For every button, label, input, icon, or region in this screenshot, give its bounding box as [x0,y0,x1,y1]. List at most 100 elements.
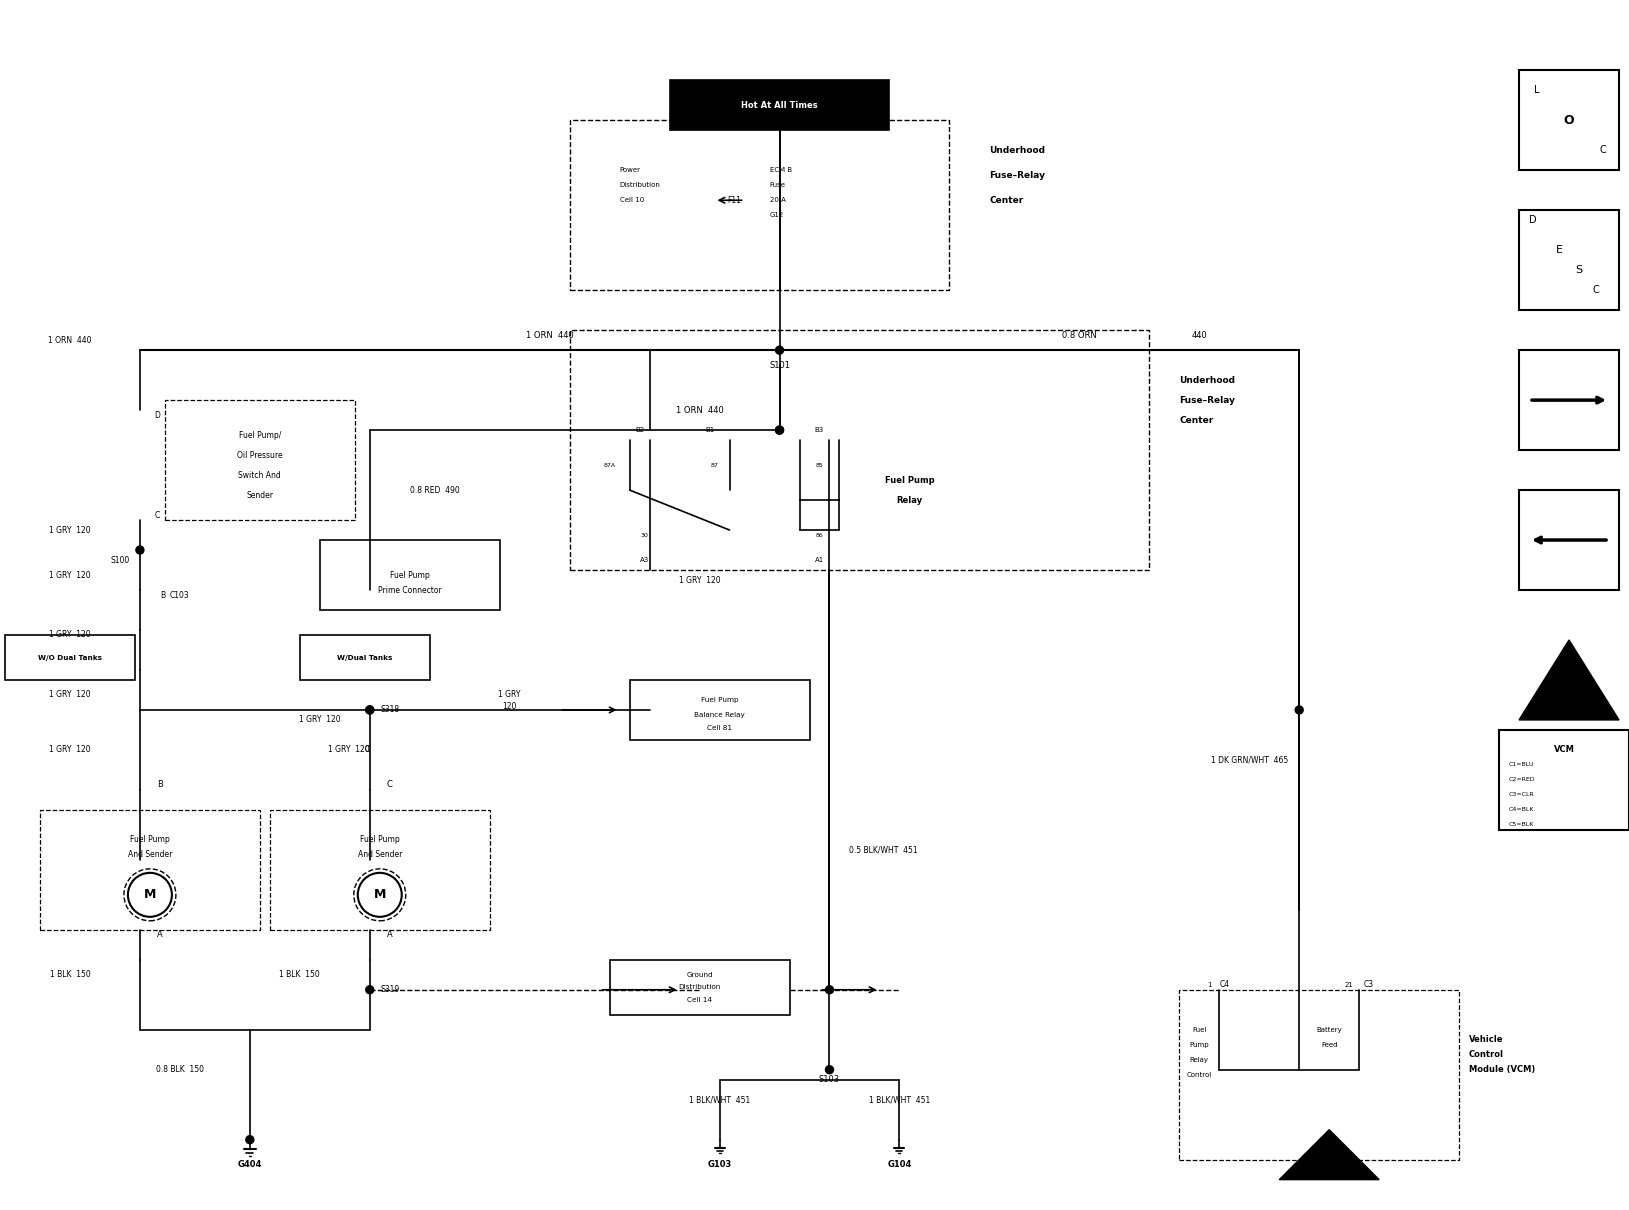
Text: Distribution: Distribution [678,984,720,990]
Text: 120: 120 [502,703,516,711]
Text: 1: 1 [1207,981,1212,987]
Text: Fuel Pump: Fuel Pump [389,571,430,580]
Text: 0.5 BLK/WHT  451: 0.5 BLK/WHT 451 [849,846,919,854]
Circle shape [367,986,373,993]
Text: 1 GRY  120: 1 GRY 120 [49,571,91,580]
Text: D: D [1530,215,1536,225]
Text: W/O Dual Tanks: W/O Dual Tanks [37,655,103,661]
Text: W/Dual Tanks: W/Dual Tanks [337,655,393,661]
Text: Relay: Relay [896,496,922,505]
Bar [1499,730,1629,830]
Text: C: C [386,780,393,789]
Text: Battery: Battery [1316,1027,1342,1033]
Bar [1520,211,1619,310]
Text: And Sender: And Sender [127,851,173,859]
Text: O: O [1564,114,1574,127]
Text: Hot At All Times: Hot At All Times [741,100,818,110]
Text: 87: 87 [710,462,718,467]
Text: S318: S318 [380,705,399,714]
Text: 1 GRY  120: 1 GRY 120 [49,745,91,754]
Circle shape [1295,705,1303,714]
Text: 86: 86 [816,532,823,537]
Text: 1 GRY  120: 1 GRY 120 [679,576,720,584]
Circle shape [775,426,784,434]
Bar [1535,680,1605,715]
Text: Cell 81: Cell 81 [707,725,731,731]
Bar [300,635,430,680]
Text: 0.8 RED  490: 0.8 RED 490 [411,485,459,495]
Text: OBD I: OBD I [1559,695,1579,699]
Text: Cell 14: Cell 14 [687,997,712,1003]
Text: Pump: Pump [1189,1042,1209,1048]
Text: Control: Control [1186,1072,1212,1078]
Bar [570,120,950,290]
Text: 1 DK GRN/WHT  465: 1 DK GRN/WHT 465 [1210,755,1289,765]
Text: B: B [160,590,165,599]
Text: Fuel Pump: Fuel Pump [130,835,169,845]
Text: Ground: Ground [686,972,714,978]
Circle shape [246,1136,254,1143]
Text: Underhood: Underhood [989,145,1046,155]
Text: And Sender: And Sender [358,851,402,859]
Text: Balance Relay: Balance Relay [694,711,744,718]
Text: 30: 30 [640,532,648,537]
Bar [41,809,261,929]
Text: Fuse–Relay: Fuse–Relay [1179,396,1235,404]
Text: Relay: Relay [1189,1056,1209,1062]
Text: C: C [365,745,370,754]
Text: L: L [1535,86,1539,96]
Text: S101: S101 [769,361,790,369]
Text: S100: S100 [111,555,130,565]
Text: 1 BLK/WHT  451: 1 BLK/WHT 451 [689,1095,751,1105]
Text: 440: 440 [1191,330,1207,340]
Polygon shape [1279,1130,1380,1180]
Text: B1: B1 [705,427,714,433]
Text: Vehicle: Vehicle [1469,1036,1504,1044]
Bar [670,80,889,131]
Text: S103: S103 [819,1076,841,1084]
Text: D: D [155,410,160,420]
Circle shape [826,986,834,993]
Text: Fuel: Fuel [1192,1027,1207,1033]
Text: C4=BLK: C4=BLK [1508,807,1535,812]
Text: Oil Pressure: Oil Pressure [238,450,283,460]
Text: G103: G103 [707,1160,731,1169]
Text: S: S [1575,265,1583,275]
Bar [165,401,355,520]
Text: Prime Connector: Prime Connector [378,586,441,594]
Text: ECM B: ECM B [769,167,792,173]
Text: Fuel Pump: Fuel Pump [360,835,399,845]
Circle shape [826,1066,834,1073]
Text: A1: A1 [814,557,824,563]
Text: M: M [143,888,156,901]
Text: B2: B2 [635,427,643,433]
Text: Cell 10: Cell 10 [619,197,643,203]
Circle shape [135,546,143,554]
Text: 1 GRY  120: 1 GRY 120 [49,630,91,639]
Text: Switch And: Switch And [238,471,282,479]
Text: C: C [1600,145,1606,155]
Bar [270,809,490,929]
Text: Fuse: Fuse [769,183,785,189]
Text: Module (VCM): Module (VCM) [1469,1065,1536,1074]
Bar [609,960,790,1015]
Text: A: A [386,930,393,939]
Text: Control: Control [1469,1050,1504,1059]
Text: B: B [156,780,163,789]
Text: Center: Center [1179,415,1214,425]
Text: VCM: VCM [1554,745,1575,754]
Text: 1 GRY  120: 1 GRY 120 [327,745,370,754]
Text: G104: G104 [888,1160,912,1169]
Text: A3: A3 [640,557,650,563]
Text: C: C [155,511,160,519]
Text: C1=BLU: C1=BLU [1508,762,1535,767]
Circle shape [775,426,784,434]
Text: C4: C4 [1218,980,1230,990]
Text: Underhood: Underhood [1179,375,1235,385]
Text: C103: C103 [169,590,189,599]
Text: E: E [1556,246,1562,255]
Text: 0.8 ORN: 0.8 ORN [1062,330,1096,340]
Bar [570,330,1150,570]
Bar [1520,350,1619,450]
Text: 1 BLK/WHT  451: 1 BLK/WHT 451 [868,1095,930,1105]
